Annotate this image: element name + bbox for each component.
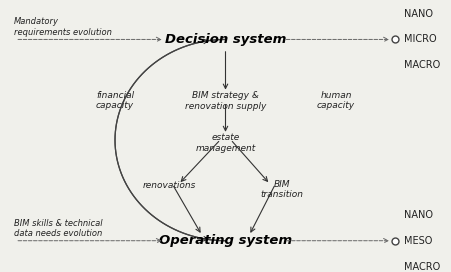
Text: MICRO: MICRO — [404, 35, 436, 44]
Text: financial
capacity: financial capacity — [96, 91, 134, 110]
Text: BIM skills & technical
data needs evolution: BIM skills & technical data needs evolut… — [14, 219, 102, 238]
Text: NANO: NANO — [404, 9, 433, 18]
Text: MACRO: MACRO — [404, 262, 440, 271]
Text: Operating system: Operating system — [159, 234, 292, 247]
Text: BIM
transition: BIM transition — [260, 180, 304, 199]
Text: MACRO: MACRO — [404, 60, 440, 70]
Text: human
capacity: human capacity — [317, 91, 355, 110]
Text: BIM strategy &
renovation supply: BIM strategy & renovation supply — [185, 91, 266, 110]
Text: Decision system: Decision system — [165, 33, 286, 46]
Text: NANO: NANO — [404, 210, 433, 220]
Text: Mandatory
requirements evolution: Mandatory requirements evolution — [14, 17, 111, 37]
Text: renovations: renovations — [143, 181, 196, 190]
Text: estate
management: estate management — [195, 133, 256, 153]
Text: MESO: MESO — [404, 236, 432, 246]
